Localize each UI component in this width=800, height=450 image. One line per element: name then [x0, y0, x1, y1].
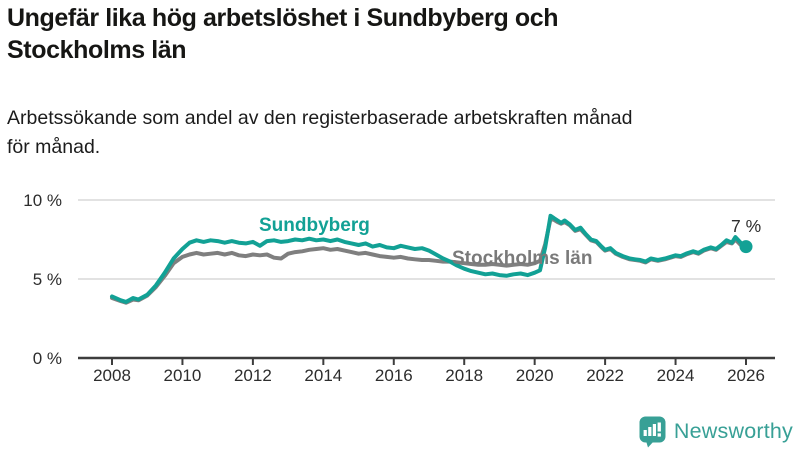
x-tick-label-2008: 2008 [93, 366, 131, 385]
x-tick-label-2012: 2012 [234, 366, 272, 385]
x-tick-label-2022: 2022 [586, 366, 624, 385]
page-subtitle: Arbetssökande som andel av den registerb… [7, 104, 793, 161]
x-tick-label-2024: 2024 [657, 366, 695, 385]
series-end-dot [739, 240, 753, 254]
chart-annotation-1: Stockholms län [452, 248, 592, 269]
series-line-sundbyberg [110, 213, 748, 304]
x-tick-label-2026: 2026 [727, 366, 765, 385]
y-tick-label-0: 0 % [33, 349, 62, 368]
x-tick-label-2014: 2014 [304, 366, 342, 385]
x-tick-label-2020: 2020 [516, 366, 554, 385]
x-tick-label-2018: 2018 [445, 366, 483, 385]
page-subtitle-line-1: Arbetssökande som andel av den registerb… [7, 107, 633, 129]
page-subtitle-line-2: för månad. [7, 135, 101, 158]
chart-annotation-2: 7 % [731, 216, 761, 236]
x-tick-label-2016: 2016 [375, 366, 413, 385]
page-title: Ungefär lika hög arbetslöshet i Sundbybe… [7, 2, 767, 66]
page-title-line-1: Ungefär lika hög arbetslöshet i Sundbybe… [7, 4, 559, 32]
y-tick-label-5: 5 % [33, 270, 62, 289]
y-tick-label-10: 10 % [23, 191, 62, 210]
newsworthy-logo: Newsworthy [639, 415, 793, 448]
page-title-line-2: Stockholms län [7, 36, 187, 64]
brand-name: Newsworthy [673, 419, 793, 443]
newsworthy-bubble-chart-icon [639, 416, 666, 447]
series-line-stockholms-l-n [110, 217, 748, 305]
chart-annotation-0: Sundbyberg [259, 215, 370, 236]
x-tick-label-2010: 2010 [164, 366, 202, 385]
